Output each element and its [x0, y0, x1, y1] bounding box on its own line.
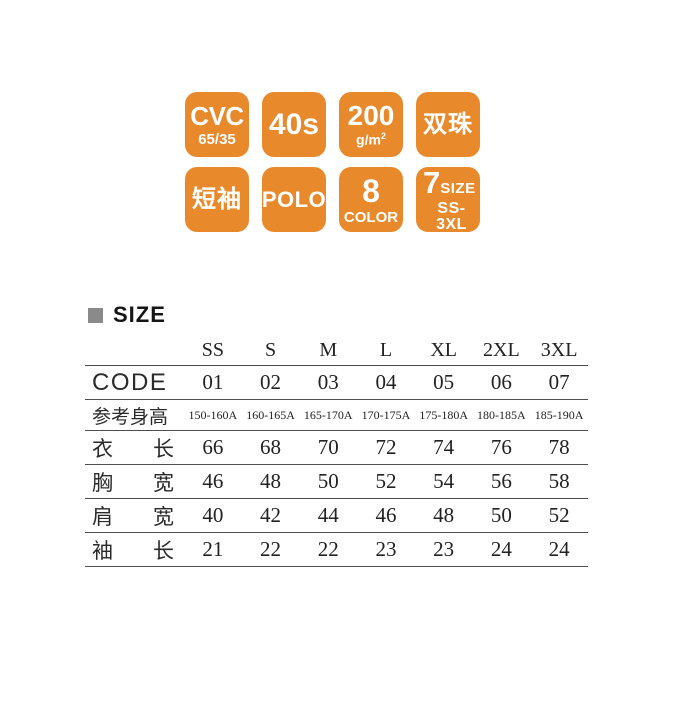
badge-yarn-40s: 40s — [262, 92, 326, 157]
garment-length-value: 68 — [260, 435, 282, 459]
badge-weight-unit-sup: 2 — [380, 131, 386, 142]
chest-width-value: 58 — [548, 469, 570, 493]
chest-width-value: 50 — [317, 469, 339, 493]
chest-width-value: 52 — [375, 469, 397, 493]
badge-weight-unit: g/m2 — [356, 132, 386, 147]
sleeve-length-value: 23 — [375, 537, 397, 561]
garment-length-value: 76 — [490, 435, 512, 459]
badge-7-sizes: 7 SIZE SS-3XL — [416, 167, 480, 232]
row-chest-width: 胸宽 46 48 50 52 54 56 58 — [85, 465, 588, 499]
code-value: 06 — [490, 370, 512, 394]
row-code-label: CODE — [92, 368, 168, 396]
garment-length-value: 66 — [202, 435, 224, 459]
chest-width-value: 56 — [490, 469, 512, 493]
garment-length-value: 72 — [375, 435, 397, 459]
shoulder-width-value: 46 — [375, 503, 397, 527]
row-code: CODE 01 02 03 04 05 06 07 — [85, 366, 588, 400]
size-section-title: SIZE — [113, 302, 166, 327]
badge-short-sleeve-text: 短袖 — [192, 185, 242, 213]
code-value: 02 — [260, 370, 282, 394]
height-value: 185-190A — [534, 407, 584, 422]
height-value: 150-160A — [188, 407, 238, 422]
size-section-bullet-icon — [88, 307, 103, 323]
badge-double-pearl-text: 双珠 — [423, 110, 473, 138]
sleeve-length-value: 24 — [490, 537, 512, 561]
badge-fabric-ratio: 65/35 — [198, 130, 236, 148]
code-value: 03 — [317, 370, 339, 394]
badge-yarn-main: 40s — [268, 107, 320, 141]
badge-fabric-cvc: CVC 65/35 — [185, 92, 249, 157]
size-col-2xl: 2XL — [483, 339, 520, 361]
badge-sizes-label: SIZE — [440, 179, 476, 197]
row-code-label-cell: CODE — [85, 366, 184, 400]
sleeve-length-value: 21 — [202, 537, 224, 561]
height-value: 165-170A — [303, 407, 353, 422]
height-value: 175-180A — [419, 407, 468, 422]
size-section-header: SIZE — [88, 302, 166, 328]
height-value: 170-175A — [361, 407, 411, 422]
badge-fabric-main: CVC — [190, 100, 244, 131]
badge-double-pearl: 双珠 — [416, 92, 480, 157]
badge-sizes-count: 7 — [423, 167, 441, 200]
code-value: 05 — [433, 370, 455, 394]
code-value: 07 — [548, 370, 570, 394]
garment-length-value: 78 — [548, 435, 570, 459]
badge-weight-200gsm: 200 g/m2 — [339, 92, 403, 157]
chest-width-value: 46 — [202, 469, 224, 493]
size-table: SS S M L XL 2XL 3XL CODE 01 02 03 04 05 … — [85, 337, 588, 567]
shoulder-width-value: 52 — [548, 503, 570, 527]
chest-width-value: 48 — [260, 469, 282, 493]
badge-polo-text: POLO — [262, 186, 326, 212]
row-garment-length-label-cell: 衣长 — [85, 431, 184, 465]
sleeve-length-value: 22 — [317, 537, 339, 561]
shoulder-width-value: 40 — [202, 503, 224, 527]
size-col-s: S — [264, 339, 277, 361]
badge-short-sleeve: 短袖 — [185, 167, 249, 232]
shoulder-width-value: 48 — [433, 503, 455, 527]
size-col-ss: SS — [201, 339, 224, 361]
row-shoulder-width: 肩宽 40 42 44 46 48 50 52 — [85, 499, 588, 533]
size-col-3xl: 3XL — [540, 339, 578, 361]
row-chest-width-label-cell: 胸宽 — [85, 465, 184, 499]
row-sleeve-length-label-cell: 袖长 — [85, 533, 184, 567]
badge-sizes-line: 7 SIZE — [423, 167, 476, 198]
badge-8-colors: 8 COLOR — [339, 167, 403, 232]
garment-length-value: 74 — [433, 435, 455, 459]
row-garment-length-label: 衣长 — [92, 437, 174, 461]
badge-colors-count: 8 — [362, 172, 380, 209]
row-chest-width-label: 胸宽 — [92, 471, 174, 495]
sleeve-length-value: 22 — [260, 537, 282, 561]
size-table-header-row: SS S M L XL 2XL 3XL — [85, 337, 588, 366]
shoulder-width-value: 42 — [260, 503, 282, 527]
row-sleeve-length-label: 袖长 — [92, 539, 174, 563]
size-col-l: L — [379, 339, 393, 361]
badge-colors-label: COLOR — [343, 208, 399, 226]
row-reference-height: 参考身高 150-160A 160-165A 165-170A 170-175A… — [85, 400, 588, 431]
row-shoulder-width-label-cell: 肩宽 — [85, 499, 184, 533]
code-value: 04 — [375, 370, 397, 394]
shoulder-width-value: 50 — [490, 503, 512, 527]
row-reference-height-label: 参考身高 — [92, 406, 169, 428]
garment-length-value: 70 — [317, 435, 339, 459]
spec-badge-grid: CVC 65/35 40s 200 g/m2 双珠 短袖 POLO 8 COLO… — [185, 92, 480, 232]
row-shoulder-width-label: 肩宽 — [92, 505, 174, 529]
size-col-m: M — [319, 339, 338, 361]
row-reference-height-label-cell: 参考身高 — [85, 400, 184, 431]
row-sleeve-length: 袖长 21 22 22 23 23 24 24 — [85, 533, 588, 567]
row-garment-length: 衣长 66 68 70 72 74 76 78 — [85, 431, 588, 465]
size-table-corner-cell — [85, 337, 184, 366]
sleeve-length-value: 23 — [433, 537, 455, 561]
badge-sizes-range: SS-3XL — [436, 199, 467, 232]
size-col-xl: XL — [430, 339, 457, 361]
chest-width-value: 54 — [433, 469, 455, 493]
shoulder-width-value: 44 — [317, 503, 339, 527]
badge-polo: POLO — [262, 167, 326, 232]
code-value: 01 — [202, 370, 224, 394]
height-value: 180-185A — [477, 407, 526, 422]
badge-weight-unit-text: g/m — [356, 131, 381, 148]
height-value: 160-165A — [246, 407, 295, 422]
badge-weight-main: 200 — [347, 100, 395, 132]
sleeve-length-value: 24 — [548, 537, 570, 561]
